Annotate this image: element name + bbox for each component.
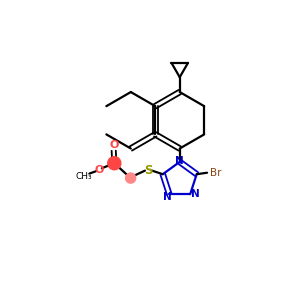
Text: N: N: [191, 189, 200, 199]
Text: CH₃: CH₃: [75, 172, 92, 181]
Text: O: O: [94, 165, 104, 175]
Text: O: O: [109, 140, 118, 150]
Circle shape: [108, 157, 121, 170]
Text: N: N: [164, 191, 172, 202]
Text: N: N: [175, 156, 184, 166]
Text: S: S: [144, 164, 153, 177]
Circle shape: [126, 173, 136, 183]
Text: Br: Br: [210, 168, 222, 178]
